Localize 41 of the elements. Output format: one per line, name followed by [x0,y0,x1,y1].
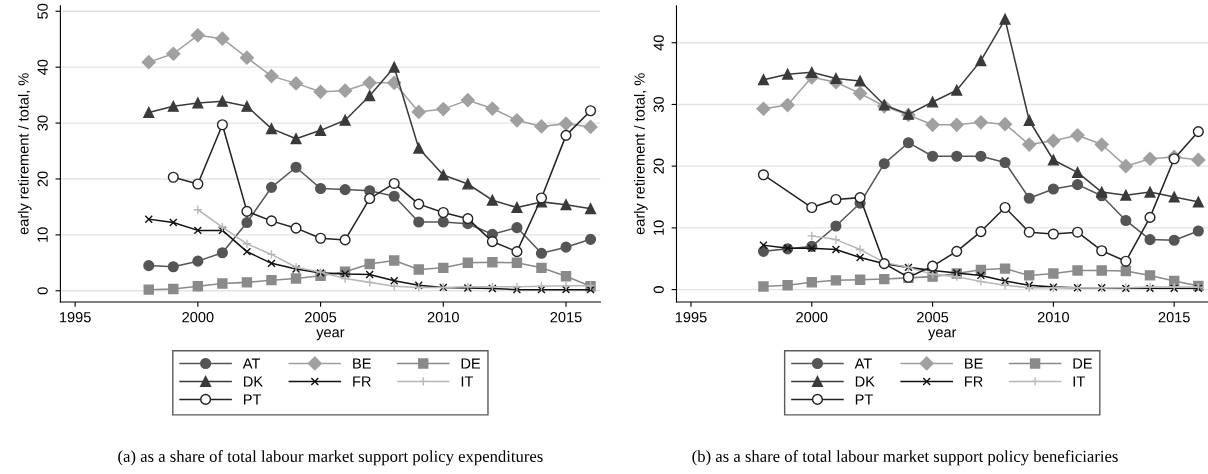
y-tick-label: 10 [653,220,664,235]
legend-label: DK [243,376,263,387]
legend-label: DE [461,358,481,369]
text: (b) as a share of total labour market support policy beneficiaries [692,450,1118,466]
legend-label: AT [854,358,872,369]
y-axis-title: early retirement / total, % [17,73,32,235]
y-tick-label: 10 [37,227,48,242]
legend-label: DE [1073,358,1092,369]
y-tick-label: 0 [37,287,48,295]
legend-label: BE [353,358,371,369]
x-axis-title: year [316,329,345,341]
legend-label: DK [855,376,875,387]
y-tick-label: 20 [653,158,664,174]
x-tick-label: 2005 [305,312,337,323]
y-tick-label: 30 [653,96,664,112]
x-tick-label: 2000 [796,312,828,323]
y-tick-label: 20 [37,171,48,187]
legend-label: FR [353,376,371,387]
y-tick-label: 0 [653,286,664,294]
legend-label: BE [965,358,983,369]
y-tick-label: 40 [37,59,48,75]
y-axis-title: early retirement / total, % [634,73,648,235]
text: (a) as a share of total labour market support policy expenditures [118,450,543,466]
x-tick-label: 2010 [1037,312,1070,323]
x-tick-label: 2015 [550,312,582,323]
x-axis-title: year [928,329,957,341]
y-tick-label: 30 [37,115,48,131]
y-tick-label: 40 [653,35,664,51]
x-tick-label: 2010 [427,312,459,323]
x-tick-label: 1995 [60,312,91,323]
legend-label: AT [242,358,261,369]
x-tick-label: 1995 [675,312,707,323]
legend-label: PT [855,394,873,405]
legend-label: PT [243,394,262,405]
x-tick-label: 2000 [182,312,214,323]
x-tick-label: 2015 [1158,312,1190,323]
legend-label: IT [1073,376,1085,387]
legend-label: IT [461,376,474,387]
y-tick-label: 50 [37,3,48,19]
x-tick-label: 2005 [917,312,949,323]
legend-label: FR [965,376,983,387]
